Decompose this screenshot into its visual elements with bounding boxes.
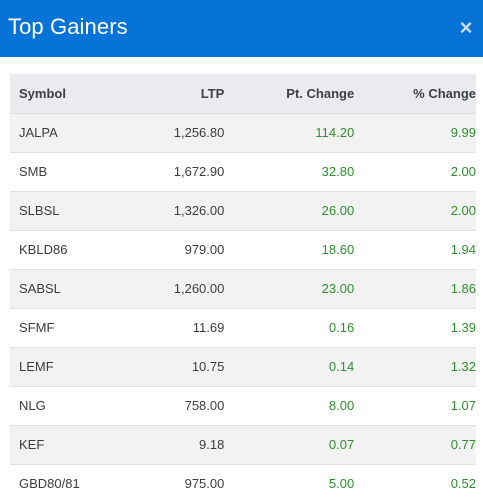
pt-change-cell: 5.00 bbox=[224, 464, 355, 501]
symbol-cell[interactable]: SFMF bbox=[10, 308, 130, 348]
pct-change-cell: 1.39 bbox=[354, 308, 476, 348]
table-body: JALPA 1,256.80 114.20 9.99 SMB 1,672.90 … bbox=[10, 113, 476, 501]
pct-change-cell: 0.77 bbox=[354, 425, 476, 465]
ltp-cell: 1,672.90 bbox=[129, 152, 225, 192]
symbol-cell[interactable]: LEMF bbox=[10, 347, 130, 387]
column-header-ltp[interactable]: LTP bbox=[129, 74, 225, 114]
symbol-cell[interactable]: SABSL bbox=[10, 269, 130, 309]
pct-change-cell: 1.32 bbox=[354, 347, 476, 387]
ltp-cell: 1,260.00 bbox=[129, 269, 225, 309]
gainers-table-container: Symbol LTP Pt. Change % Change JALPA 1,2… bbox=[10, 74, 476, 501]
symbol-cell[interactable]: SLBSL bbox=[10, 191, 130, 231]
pct-change-cell: 1.94 bbox=[354, 230, 476, 270]
column-header-pct-change[interactable]: % Change bbox=[354, 74, 476, 114]
column-header-pt-change[interactable]: Pt. Change bbox=[224, 74, 355, 114]
ltp-cell: 975.00 bbox=[129, 464, 225, 501]
modal-header: Top Gainers × bbox=[0, 0, 483, 57]
pct-change-cell: 0.52 bbox=[354, 464, 476, 501]
close-icon[interactable]: × bbox=[459, 15, 473, 40]
pt-change-cell: 0.07 bbox=[224, 425, 355, 465]
pct-change-cell: 1.07 bbox=[354, 386, 476, 426]
pt-change-cell: 23.00 bbox=[224, 269, 355, 309]
symbol-cell[interactable]: SMB bbox=[10, 152, 130, 192]
table-row[interactable]: KEF 9.18 0.07 0.77 bbox=[10, 425, 476, 465]
table-header-row: Symbol LTP Pt. Change % Change bbox=[10, 74, 476, 114]
symbol-cell[interactable]: GBD80/81 bbox=[10, 464, 130, 501]
ltp-cell: 758.00 bbox=[129, 386, 225, 426]
pt-change-cell: 32.80 bbox=[224, 152, 355, 192]
table-header: Symbol LTP Pt. Change % Change bbox=[10, 74, 476, 114]
pct-change-cell: 9.99 bbox=[354, 113, 476, 153]
modal-title: Top Gainers bbox=[8, 14, 128, 39]
symbol-cell[interactable]: KEF bbox=[10, 425, 130, 465]
ltp-cell: 1,256.80 bbox=[129, 113, 225, 153]
pt-change-cell: 18.60 bbox=[224, 230, 355, 270]
pt-change-cell: 8.00 bbox=[224, 386, 355, 426]
table-row[interactable]: JALPA 1,256.80 114.20 9.99 bbox=[10, 113, 476, 153]
symbol-cell[interactable]: JALPA bbox=[10, 113, 130, 153]
table-row[interactable]: SMB 1,672.90 32.80 2.00 bbox=[10, 152, 476, 192]
pct-change-cell: 2.00 bbox=[354, 152, 476, 192]
table-row[interactable]: KBLD86 979.00 18.60 1.94 bbox=[10, 230, 476, 270]
table-row[interactable]: SABSL 1,260.00 23.00 1.86 bbox=[10, 269, 476, 309]
ltp-cell: 979.00 bbox=[129, 230, 225, 270]
pt-change-cell: 114.20 bbox=[224, 113, 355, 153]
pct-change-cell: 2.00 bbox=[354, 191, 476, 231]
table-row[interactable]: SFMF 11.69 0.16 1.39 bbox=[10, 308, 476, 348]
pt-change-cell: 0.14 bbox=[224, 347, 355, 387]
table-row[interactable]: NLG 758.00 8.00 1.07 bbox=[10, 386, 476, 426]
ltp-cell: 9.18 bbox=[129, 425, 225, 465]
pct-change-cell: 1.86 bbox=[354, 269, 476, 309]
gainers-table: Symbol LTP Pt. Change % Change JALPA 1,2… bbox=[10, 74, 476, 501]
symbol-cell[interactable]: NLG bbox=[10, 386, 130, 426]
ltp-cell: 10.75 bbox=[129, 347, 225, 387]
pt-change-cell: 0.16 bbox=[224, 308, 355, 348]
table-row[interactable]: SLBSL 1,326.00 26.00 2.00 bbox=[10, 191, 476, 231]
column-header-symbol[interactable]: Symbol bbox=[10, 74, 130, 114]
pt-change-cell: 26.00 bbox=[224, 191, 355, 231]
symbol-cell[interactable]: KBLD86 bbox=[10, 230, 130, 270]
ltp-cell: 11.69 bbox=[129, 308, 225, 348]
ltp-cell: 1,326.00 bbox=[129, 191, 225, 231]
table-row[interactable]: GBD80/81 975.00 5.00 0.52 bbox=[10, 464, 476, 501]
table-row[interactable]: LEMF 10.75 0.14 1.32 bbox=[10, 347, 476, 387]
